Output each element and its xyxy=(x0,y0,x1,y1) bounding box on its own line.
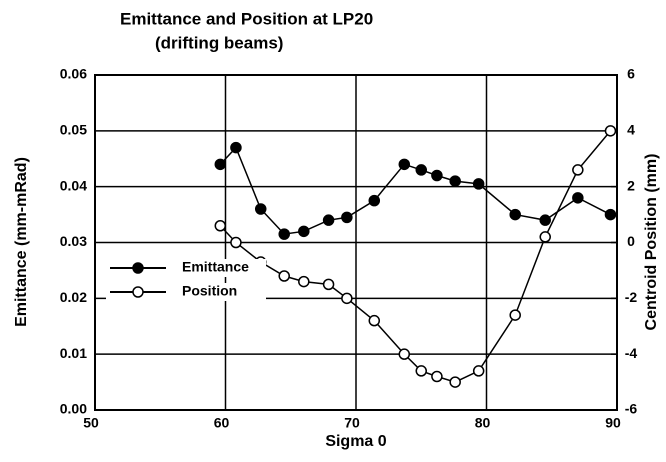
series-line xyxy=(219,146,611,235)
y-tick-label: 0.05 xyxy=(60,122,87,138)
data-point xyxy=(341,292,353,305)
data-point xyxy=(322,278,335,291)
data-point xyxy=(322,214,335,226)
plot-frame xyxy=(94,74,618,411)
x-tick-label: 50 xyxy=(83,415,99,431)
data-point xyxy=(539,214,551,226)
data-point xyxy=(341,211,353,224)
data-point xyxy=(431,169,443,182)
data-point xyxy=(214,220,227,232)
chart-title: Emittance and Position at LP20 xyxy=(120,9,373,28)
data-point xyxy=(415,164,427,176)
data-point xyxy=(472,365,485,377)
data-point xyxy=(298,275,310,288)
data-point xyxy=(298,225,310,238)
data-point xyxy=(509,309,521,321)
data-point xyxy=(449,175,461,187)
data-point xyxy=(278,270,290,282)
data-point xyxy=(398,158,411,171)
data-point xyxy=(604,125,617,137)
y-tick-label: 0.00 xyxy=(60,401,87,417)
legend-bg xyxy=(106,259,266,277)
data-point xyxy=(415,365,427,377)
data-point xyxy=(278,228,290,240)
data-point xyxy=(449,376,461,388)
chart-subtitle: (drifting beams) xyxy=(155,33,283,52)
data-point xyxy=(539,231,551,243)
y-tick-label: 0.01 xyxy=(60,345,87,361)
y-tick-label: 0.02 xyxy=(60,289,87,305)
x-tick-label: 70 xyxy=(344,415,360,431)
legend-label: Position xyxy=(182,283,237,299)
x-axis-label: Sigma 0 xyxy=(325,433,386,450)
x-tick-label: 60 xyxy=(214,415,230,431)
y2-axis-label: Centroid Position (mm) xyxy=(643,154,660,331)
data-point xyxy=(509,208,521,221)
data-point xyxy=(572,192,584,204)
y2-tick-label: -2 xyxy=(625,289,638,305)
y-tick-label: 0.04 xyxy=(60,177,87,193)
data-point xyxy=(254,203,267,215)
legend-marker xyxy=(132,286,144,298)
y2-tick-label: 4 xyxy=(627,122,635,138)
data-point xyxy=(230,141,242,154)
legend-bg xyxy=(106,283,266,301)
data-point xyxy=(214,158,227,171)
legend-marker xyxy=(132,262,144,274)
y2-tick-label: 0 xyxy=(627,233,635,249)
data-point xyxy=(230,236,242,249)
y-tick-label: 0.06 xyxy=(60,66,87,82)
x-tick-label: 90 xyxy=(605,415,621,431)
data-point xyxy=(398,348,411,360)
y-axis-label: Emittance (mm-mRad) xyxy=(13,157,30,327)
data-point xyxy=(472,178,485,190)
data-point xyxy=(368,194,381,207)
data-point xyxy=(431,370,443,383)
y2-tick-label: -6 xyxy=(625,401,638,417)
x-tick-label: 80 xyxy=(475,415,491,431)
data-point xyxy=(572,164,584,176)
data-point xyxy=(368,314,381,327)
legend-label: Emittance xyxy=(182,259,249,275)
data-point xyxy=(604,208,617,221)
y2-tick-label: 2 xyxy=(627,177,635,193)
y2-tick-label: 6 xyxy=(627,66,635,82)
y2-tick-label: -4 xyxy=(625,345,638,361)
y-tick-label: 0.03 xyxy=(60,233,87,249)
